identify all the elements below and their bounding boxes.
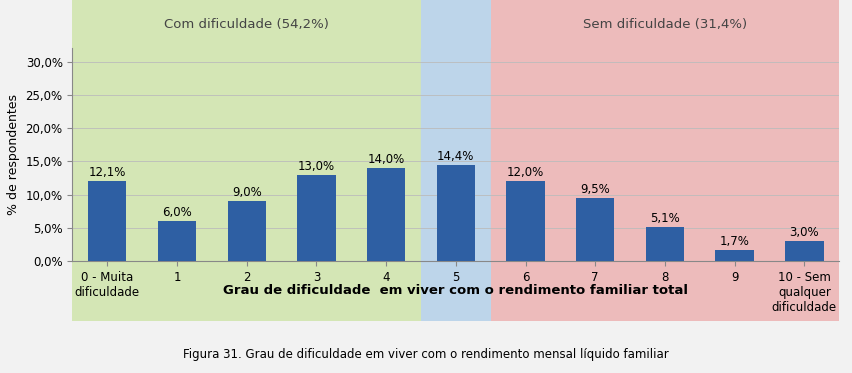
Text: 14,0%: 14,0%	[367, 153, 405, 166]
Text: 12,0%: 12,0%	[507, 166, 544, 179]
Bar	[158, 221, 196, 261]
Text: 13,0%: 13,0%	[298, 160, 335, 173]
Text: 12,1%: 12,1%	[89, 166, 126, 179]
Bar	[506, 181, 544, 261]
Text: Figura 31. Grau de dificuldade em viver com o rendimento mensal líquido familiar: Figura 31. Grau de dificuldade em viver …	[183, 348, 669, 361]
Bar	[716, 250, 754, 261]
Bar	[421, 48, 491, 261]
Text: Grau de dificuldade  em viver com o rendimento familiar total: Grau de dificuldade em viver com o rendi…	[223, 285, 688, 297]
Text: 6,0%: 6,0%	[162, 206, 192, 219]
Text: Sem dificuldade (31,4%): Sem dificuldade (31,4%)	[583, 18, 747, 31]
Text: 5,1%: 5,1%	[650, 212, 680, 225]
Text: 9,5%: 9,5%	[580, 183, 610, 196]
Text: 3,0%: 3,0%	[790, 226, 819, 239]
Bar	[436, 166, 475, 261]
Bar	[227, 201, 266, 261]
Bar	[491, 48, 839, 261]
Bar	[646, 227, 684, 261]
Y-axis label: % de respondentes: % de respondentes	[7, 94, 20, 215]
Bar	[367, 168, 406, 261]
Bar	[297, 175, 336, 261]
Bar	[786, 241, 824, 261]
Bar	[72, 48, 421, 261]
Bar	[88, 181, 126, 261]
Text: 14,4%: 14,4%	[437, 150, 475, 163]
Text: 1,7%: 1,7%	[720, 235, 750, 248]
Text: Com dificuldade (54,2%): Com dificuldade (54,2%)	[164, 18, 329, 31]
Text: 9,0%: 9,0%	[232, 186, 262, 199]
Bar	[576, 198, 614, 261]
